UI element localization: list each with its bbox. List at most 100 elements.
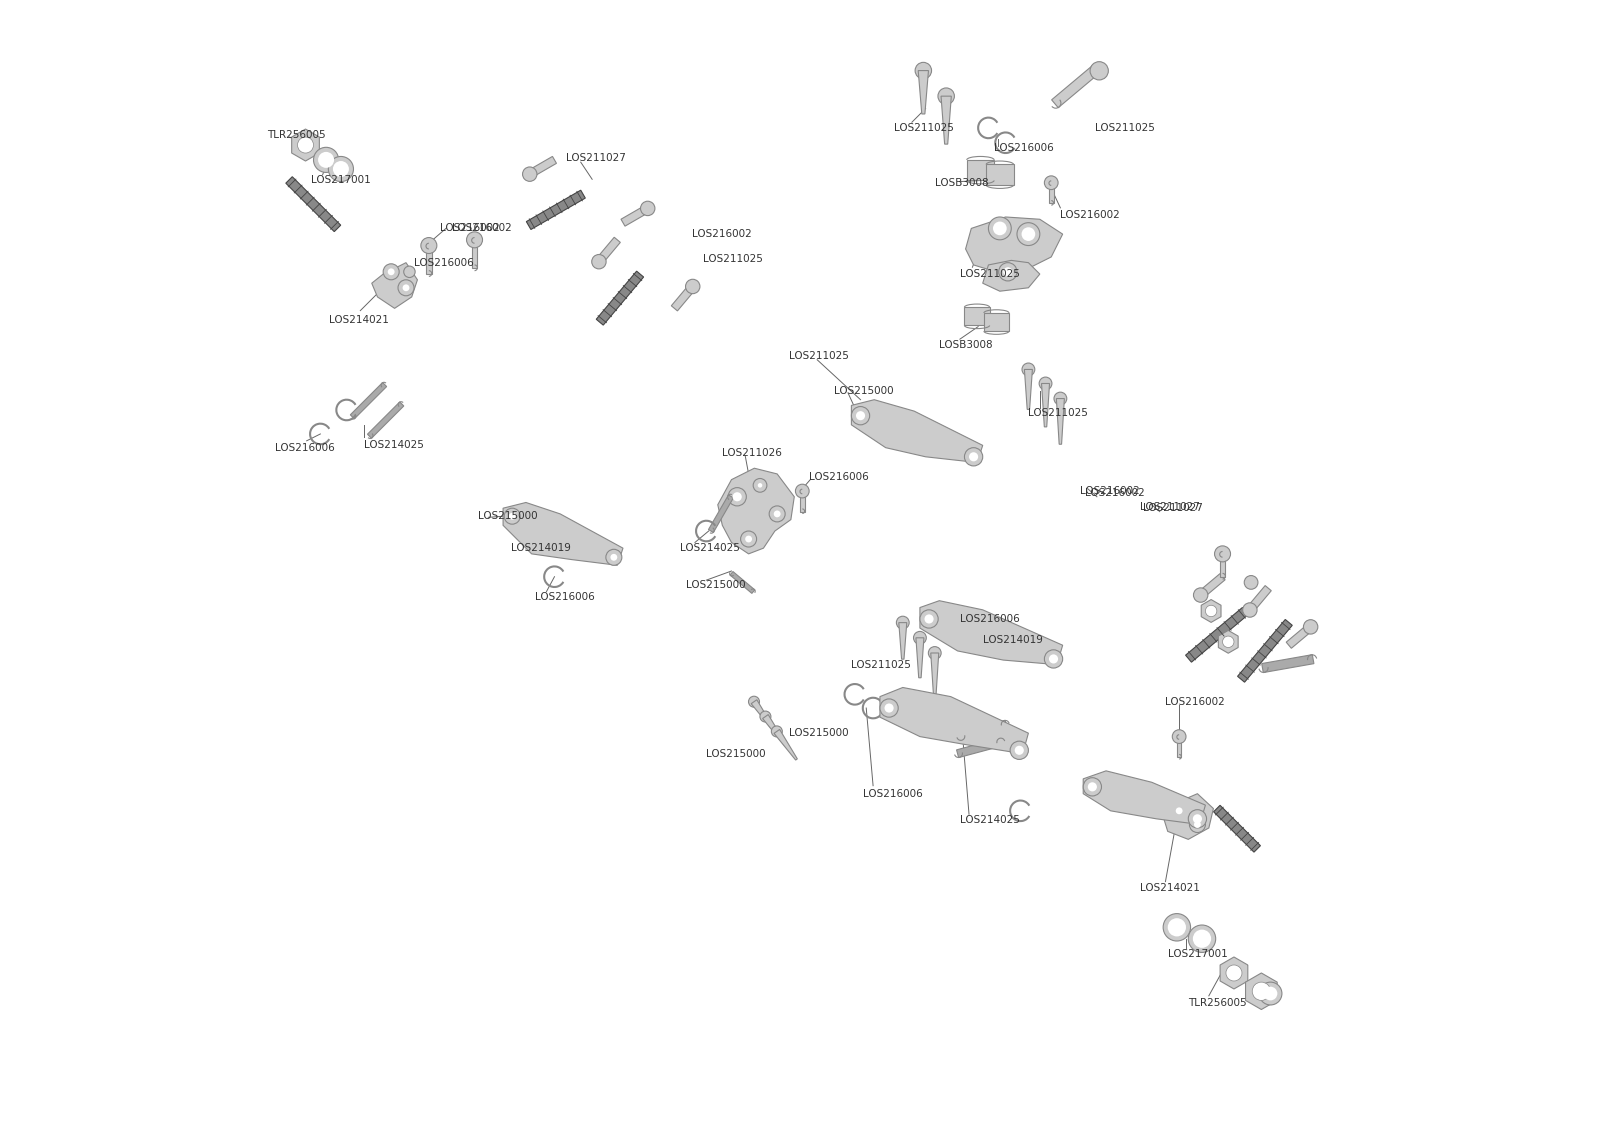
Circle shape bbox=[1014, 746, 1024, 755]
Circle shape bbox=[938, 88, 954, 104]
Text: LOS216002: LOS216002 bbox=[1061, 210, 1120, 219]
Text: LOS214025: LOS214025 bbox=[680, 544, 739, 553]
Circle shape bbox=[1176, 807, 1182, 814]
Text: LOS211025: LOS211025 bbox=[851, 660, 912, 669]
Polygon shape bbox=[526, 191, 586, 230]
Circle shape bbox=[398, 280, 414, 296]
Circle shape bbox=[403, 266, 414, 278]
Circle shape bbox=[1222, 636, 1234, 648]
Circle shape bbox=[1045, 176, 1058, 190]
Polygon shape bbox=[286, 177, 341, 232]
Text: LOS214021: LOS214021 bbox=[1141, 884, 1200, 893]
Circle shape bbox=[795, 484, 810, 498]
Text: LOS216002: LOS216002 bbox=[691, 230, 752, 239]
Text: LOS216006: LOS216006 bbox=[534, 593, 595, 602]
Text: TLR256005: TLR256005 bbox=[1189, 998, 1246, 1007]
Polygon shape bbox=[709, 494, 733, 532]
Text: LOS211025: LOS211025 bbox=[960, 270, 1019, 279]
Circle shape bbox=[1022, 363, 1035, 376]
Text: LOSB3008: LOSB3008 bbox=[934, 178, 989, 187]
Circle shape bbox=[1189, 810, 1206, 828]
Text: LOS211027: LOS211027 bbox=[566, 153, 626, 162]
Circle shape bbox=[1194, 930, 1211, 948]
Circle shape bbox=[1088, 782, 1098, 791]
Text: LOS216006: LOS216006 bbox=[275, 443, 334, 452]
Text: LOS216002: LOS216002 bbox=[1080, 486, 1139, 496]
Polygon shape bbox=[1024, 369, 1032, 409]
Text: LOS211025: LOS211025 bbox=[894, 123, 954, 132]
Polygon shape bbox=[1186, 608, 1248, 662]
Circle shape bbox=[1194, 814, 1202, 823]
Polygon shape bbox=[368, 402, 403, 439]
Text: LOS216006: LOS216006 bbox=[862, 789, 923, 798]
Circle shape bbox=[504, 508, 520, 524]
Circle shape bbox=[915, 63, 931, 79]
Circle shape bbox=[1054, 392, 1067, 405]
Text: LOS211026: LOS211026 bbox=[722, 449, 782, 458]
Text: LOS215000: LOS215000 bbox=[686, 580, 746, 589]
Circle shape bbox=[318, 152, 334, 168]
Polygon shape bbox=[672, 284, 696, 311]
Polygon shape bbox=[931, 653, 939, 697]
Circle shape bbox=[1050, 654, 1058, 664]
Circle shape bbox=[467, 232, 483, 248]
Polygon shape bbox=[965, 217, 1062, 274]
Polygon shape bbox=[918, 71, 928, 114]
Polygon shape bbox=[1237, 619, 1293, 682]
Text: LOS211027: LOS211027 bbox=[1141, 502, 1200, 512]
Text: LOS211025: LOS211025 bbox=[702, 255, 763, 264]
Text: LOS211025: LOS211025 bbox=[1029, 409, 1088, 418]
Polygon shape bbox=[800, 491, 805, 512]
Circle shape bbox=[994, 222, 1006, 235]
Polygon shape bbox=[426, 246, 432, 274]
Text: LOS214021: LOS214021 bbox=[330, 315, 389, 324]
Circle shape bbox=[758, 483, 762, 488]
Polygon shape bbox=[472, 240, 477, 268]
Circle shape bbox=[523, 167, 538, 182]
Circle shape bbox=[1259, 982, 1282, 1005]
Circle shape bbox=[920, 610, 938, 628]
Polygon shape bbox=[730, 571, 755, 594]
Circle shape bbox=[771, 726, 782, 737]
Polygon shape bbox=[1218, 630, 1238, 653]
Text: LOS215000: LOS215000 bbox=[834, 386, 894, 395]
Circle shape bbox=[733, 492, 742, 501]
Polygon shape bbox=[1198, 573, 1226, 598]
Polygon shape bbox=[291, 129, 320, 161]
Circle shape bbox=[1021, 227, 1035, 241]
Circle shape bbox=[741, 531, 757, 547]
Text: LOS215000: LOS215000 bbox=[478, 512, 538, 521]
Polygon shape bbox=[899, 622, 907, 659]
Circle shape bbox=[728, 488, 746, 506]
Circle shape bbox=[1243, 603, 1258, 617]
Circle shape bbox=[1245, 576, 1258, 589]
Text: LOS217001: LOS217001 bbox=[1168, 949, 1227, 958]
Circle shape bbox=[1214, 546, 1230, 562]
Polygon shape bbox=[350, 383, 387, 419]
Circle shape bbox=[1038, 377, 1051, 389]
Circle shape bbox=[914, 632, 926, 644]
Circle shape bbox=[1163, 914, 1190, 941]
Circle shape bbox=[314, 147, 339, 172]
Circle shape bbox=[856, 411, 866, 420]
Circle shape bbox=[1010, 741, 1029, 759]
Text: LOS211027: LOS211027 bbox=[1142, 504, 1203, 513]
Text: TLR256005: TLR256005 bbox=[267, 130, 325, 139]
Circle shape bbox=[760, 711, 771, 722]
Text: LOS215000: LOS215000 bbox=[789, 729, 848, 738]
Circle shape bbox=[885, 703, 894, 713]
Bar bbox=[966, 160, 994, 180]
Circle shape bbox=[896, 617, 909, 629]
Circle shape bbox=[774, 510, 781, 517]
Circle shape bbox=[749, 697, 760, 707]
Circle shape bbox=[998, 263, 1018, 281]
Circle shape bbox=[1194, 588, 1208, 602]
Polygon shape bbox=[621, 204, 650, 226]
Text: LOS214025: LOS214025 bbox=[363, 441, 424, 450]
Polygon shape bbox=[1083, 771, 1205, 825]
Polygon shape bbox=[763, 715, 786, 746]
Bar bbox=[986, 164, 1013, 185]
Circle shape bbox=[685, 280, 699, 293]
Circle shape bbox=[851, 407, 870, 425]
Text: LOS216002: LOS216002 bbox=[1085, 489, 1146, 498]
